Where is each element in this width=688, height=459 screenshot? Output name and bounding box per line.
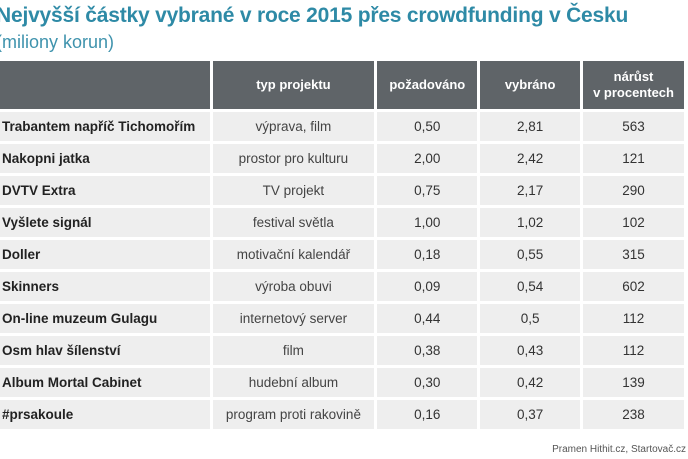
growth-cell: 602	[583, 272, 684, 301]
header-cell-type: typ projektu	[212, 61, 375, 109]
project-type-cell: festival světla	[212, 208, 375, 237]
raised-cell: 1,02	[480, 208, 581, 237]
growth-cell: 238	[583, 400, 684, 429]
project-name-cell: Trabantem napříč Tichomořím	[0, 112, 210, 141]
growth-cell: 102	[583, 208, 684, 237]
project-type-cell: internetový server	[212, 304, 375, 333]
project-name-cell: Vyšlete signál	[0, 208, 210, 237]
table-row: On-line muzeum Gulagu internetový server 0…	[0, 304, 684, 333]
chart-subtitle: (miliony korun)	[0, 32, 115, 52]
raised-cell: 0,54	[480, 272, 581, 301]
raised-cell: 2,17	[480, 176, 581, 205]
table-row: Nakopni jatka prostor pro kulturu 2,00 2,42…	[0, 144, 684, 173]
growth-cell: 112	[583, 336, 684, 365]
raised-cell: 2,42	[480, 144, 581, 173]
table-row: Osm hlav šílenství film 0,38 0,43 112	[0, 336, 684, 365]
header-cell-name	[0, 61, 210, 109]
project-type-cell: hudební album	[212, 368, 375, 397]
raised-cell: 0,37	[480, 400, 581, 429]
requested-cell: 0,75	[377, 176, 478, 205]
project-type-cell: prostor pro kulturu	[212, 144, 375, 173]
project-name-cell: Doller	[0, 240, 210, 269]
project-type-cell: výroba obuvi	[212, 272, 375, 301]
requested-cell: 0,50	[377, 112, 478, 141]
table-row: #prsakoule program proti rakovině 0,16 0,37…	[0, 400, 684, 429]
requested-cell: 0,44	[377, 304, 478, 333]
growth-cell: 315	[583, 240, 684, 269]
requested-cell: 1,00	[377, 208, 478, 237]
table-row: Skinners výroba obuvi 0,09 0,54 602	[0, 272, 684, 301]
table-row: Doller motivační kalendář 0,18 0,55 315	[0, 240, 684, 269]
requested-cell: 0,30	[377, 368, 478, 397]
growth-cell: 121	[583, 144, 684, 173]
project-type-cell: motivační kalendář	[212, 240, 375, 269]
header-cell-growth: nárůst v procentech	[583, 61, 684, 109]
growth-cell: 290	[583, 176, 684, 205]
raised-cell: 0,5	[480, 304, 581, 333]
table-row: DVTV Extra TV projekt 0,75 2,17 290	[0, 176, 684, 205]
project-name-cell: Skinners	[0, 272, 210, 301]
requested-cell: 0,38	[377, 336, 478, 365]
project-name-cell: On-line muzeum Gulagu	[0, 304, 210, 333]
chart-title: Nejvyšší částky vybrané v roce 2015 přes…	[0, 4, 629, 27]
growth-cell: 112	[583, 304, 684, 333]
raised-cell: 0,55	[480, 240, 581, 269]
header-row: typ projektu požadováno vybráno nárůst v …	[0, 61, 684, 109]
project-name-cell: DVTV Extra	[0, 176, 210, 205]
project-name-cell: Album Mortal Cabinet	[0, 368, 210, 397]
growth-cell: 563	[583, 112, 684, 141]
header-cell-requested: požadováno	[377, 61, 478, 109]
requested-cell: 0,18	[377, 240, 478, 269]
project-type-cell: výprava, film	[212, 112, 375, 141]
raised-cell: 0,42	[480, 368, 581, 397]
project-name-cell: #prsakoule	[0, 400, 210, 429]
requested-cell: 0,16	[377, 400, 478, 429]
requested-cell: 2,00	[377, 144, 478, 173]
table-body: Trabantem napříč Tichomořím výprava, film…	[0, 112, 684, 429]
header-cell-raised: vybráno	[480, 61, 581, 109]
source-note: Pramen Hithit.cz, Startovač.cz	[552, 444, 686, 455]
table-row: Vyšlete signál festival světla 1,00 1,02 102	[0, 208, 684, 237]
project-type-cell: program proti rakovině	[212, 400, 375, 429]
raised-cell: 0,43	[480, 336, 581, 365]
raised-cell: 2,81	[480, 112, 581, 141]
growth-cell: 139	[583, 368, 684, 397]
table-row: Album Mortal Cabinet hudební album 0,30 0,4…	[0, 368, 684, 397]
project-type-cell: film	[212, 336, 375, 365]
data-table: typ projektu požadováno vybráno nárůst v …	[0, 58, 687, 432]
project-name-cell: Nakopni jatka	[0, 144, 210, 173]
requested-cell: 0,09	[377, 272, 478, 301]
project-type-cell: TV projekt	[212, 176, 375, 205]
table-row: Trabantem napříč Tichomořím výprava, film…	[0, 112, 684, 141]
project-name-cell: Osm hlav šílenství	[0, 336, 210, 365]
